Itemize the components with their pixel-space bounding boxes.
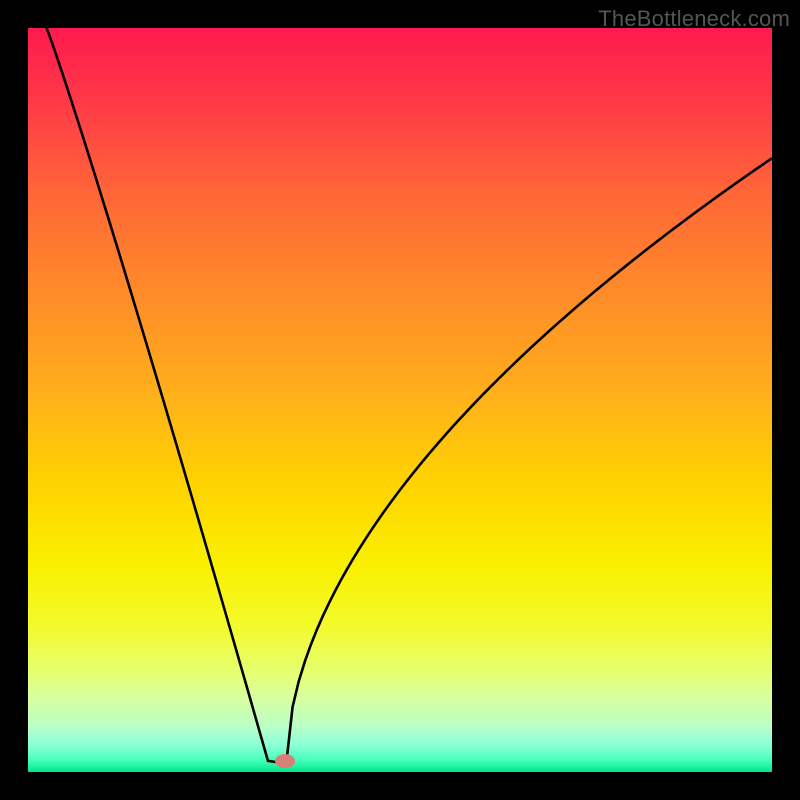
minimum-marker (275, 754, 295, 768)
chart-frame: TheBottleneck.com (0, 0, 800, 800)
plot-area (28, 28, 772, 772)
watermark-text: TheBottleneck.com (598, 6, 790, 32)
curve-path (47, 28, 772, 762)
bottleneck-curve (28, 28, 772, 772)
